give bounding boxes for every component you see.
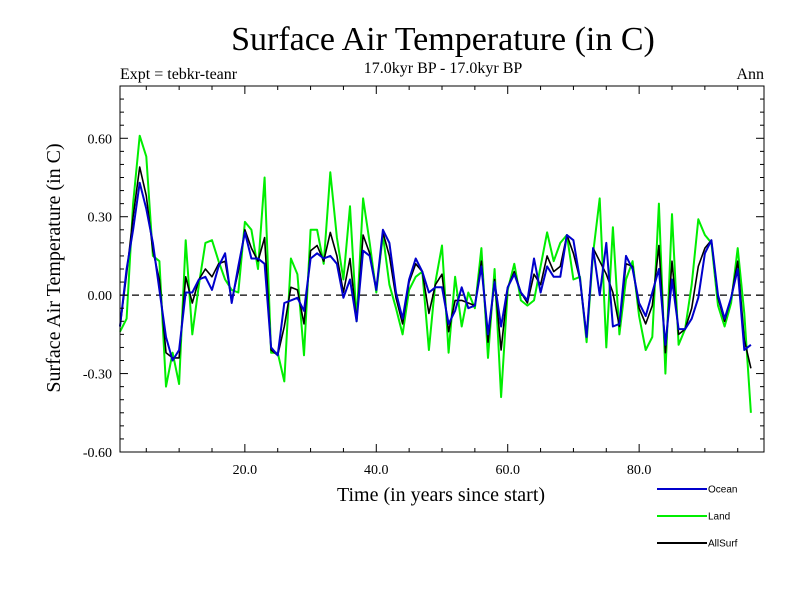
season-label: Ann xyxy=(736,66,764,83)
chart-subtitle: 17.0kyr BP - 17.0kyr BP xyxy=(364,60,523,77)
x-tick-label: 40.0 xyxy=(364,463,389,478)
plot-area: -0.60 -0.30 0.00 0.30 0.60 20.0 40.0 60.0 80.0 xyxy=(83,85,765,478)
chart-title: Surface Air Temperature (in C) xyxy=(231,21,655,58)
x-axis-label: Time (in years since start) xyxy=(337,484,545,506)
y-tick-label: 0.60 xyxy=(88,132,113,147)
experiment-label: Expt = tebkr-teanr xyxy=(120,66,238,83)
series-line-ocean xyxy=(119,181,752,362)
series-line-land xyxy=(119,134,752,413)
y-axis-label: Surface Air Temperature (in C) xyxy=(43,143,65,392)
x-tick-label: 20.0 xyxy=(233,463,258,478)
series-line-allsurf xyxy=(119,166,752,369)
y-tick-label: -0.60 xyxy=(83,446,112,461)
x-tick-label: 80.0 xyxy=(627,463,652,478)
y-tick-label: 0.00 xyxy=(88,289,113,304)
legend-label-land: Land xyxy=(708,512,730,523)
x-tick-label: 60.0 xyxy=(495,463,520,478)
legend: Ocean Land AllSurf xyxy=(657,485,738,550)
legend-label-ocean: Ocean xyxy=(708,485,737,496)
y-tick-label: 0.30 xyxy=(88,211,113,226)
y-tick-label: -0.30 xyxy=(83,368,112,383)
legend-label-allsurf: AllSurf xyxy=(708,539,738,550)
